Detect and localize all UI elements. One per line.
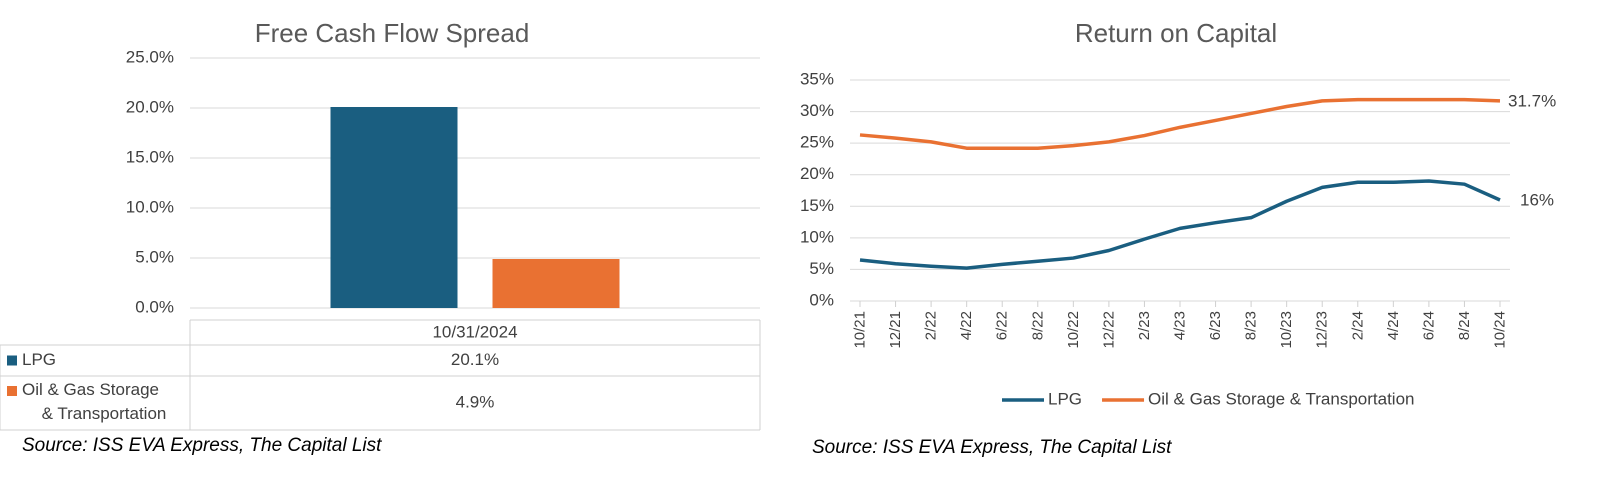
x-tick-label: 12/23 (1314, 311, 1331, 349)
x-tick-label: 6/24 (1420, 311, 1437, 340)
legend-label: LPG (22, 350, 56, 369)
x-tick-label: 8/23 (1243, 311, 1260, 340)
table-value: 20.1% (451, 350, 499, 369)
x-tick-label: 12/21 (887, 311, 904, 349)
x-tick-label: 8/22 (1029, 311, 1046, 340)
source: Source: ISS EVA Express, The Capital Lis… (812, 437, 1172, 458)
y-tick-label: 15% (800, 196, 834, 215)
x-tick-label: 4/22 (958, 311, 975, 340)
y-tick-label: 15.0% (126, 147, 174, 166)
y-tick-label: 25% (800, 133, 834, 152)
series-line (859, 179, 1501, 270)
x-tick-label: 2/22 (923, 311, 940, 340)
x-tick-label: 6/22 (994, 311, 1011, 340)
x-tick-label: 12/22 (1100, 311, 1117, 349)
x-tick-label: 4/23 (1172, 311, 1189, 340)
data-label: 16% (1520, 190, 1554, 209)
x-tick-label: 2/24 (1349, 311, 1366, 340)
x-tick-label: 6/23 (1207, 311, 1224, 340)
legend-label: Oil & Gas Storage & Transportation (22, 380, 166, 423)
y-tick-label: 20% (800, 164, 834, 183)
y-tick-label: 5% (809, 259, 834, 278)
x-tick-label: 10/23 (1278, 311, 1295, 349)
y-tick-label: 0.0% (135, 297, 174, 316)
y-tick-label: 5.0% (135, 247, 174, 266)
y-tick-label: 25.0% (126, 47, 174, 66)
x-tick-label: 8/24 (1456, 311, 1473, 340)
table-header: 10/31/2024 (432, 322, 517, 341)
y-tick-label: 20.0% (126, 97, 174, 116)
bar (330, 107, 458, 308)
chart-title: Return on Capital (1075, 18, 1277, 48)
y-tick-label: 10.0% (126, 197, 174, 216)
data-label: 31.7% (1508, 91, 1556, 110)
legend-swatch (7, 386, 17, 396)
y-tick-label: 10% (800, 227, 834, 246)
table-value: 4.9% (456, 392, 495, 411)
y-tick-label: 30% (800, 101, 834, 120)
bar (492, 259, 620, 308)
source: Source: ISS EVA Express, The Capital Lis… (22, 435, 382, 456)
x-tick-label: 10/22 (1065, 311, 1082, 349)
series-line (859, 97, 1501, 150)
legend-swatch (7, 355, 17, 366)
y-tick-label: 0% (809, 290, 834, 309)
y-tick-label: 35% (800, 69, 834, 88)
legend-label: Oil & Gas Storage & Transportation (1148, 389, 1414, 408)
x-tick-label: 10/24 (1492, 311, 1509, 349)
x-tick-label: 2/23 (1136, 311, 1153, 340)
chart-title: Free Cash Flow Spread (255, 18, 530, 48)
data-table-lines (0, 319, 761, 431)
x-tick-label: 4/24 (1385, 311, 1402, 340)
x-tick-label: 10/21 (852, 311, 869, 349)
legend-label: LPG (1048, 389, 1082, 408)
